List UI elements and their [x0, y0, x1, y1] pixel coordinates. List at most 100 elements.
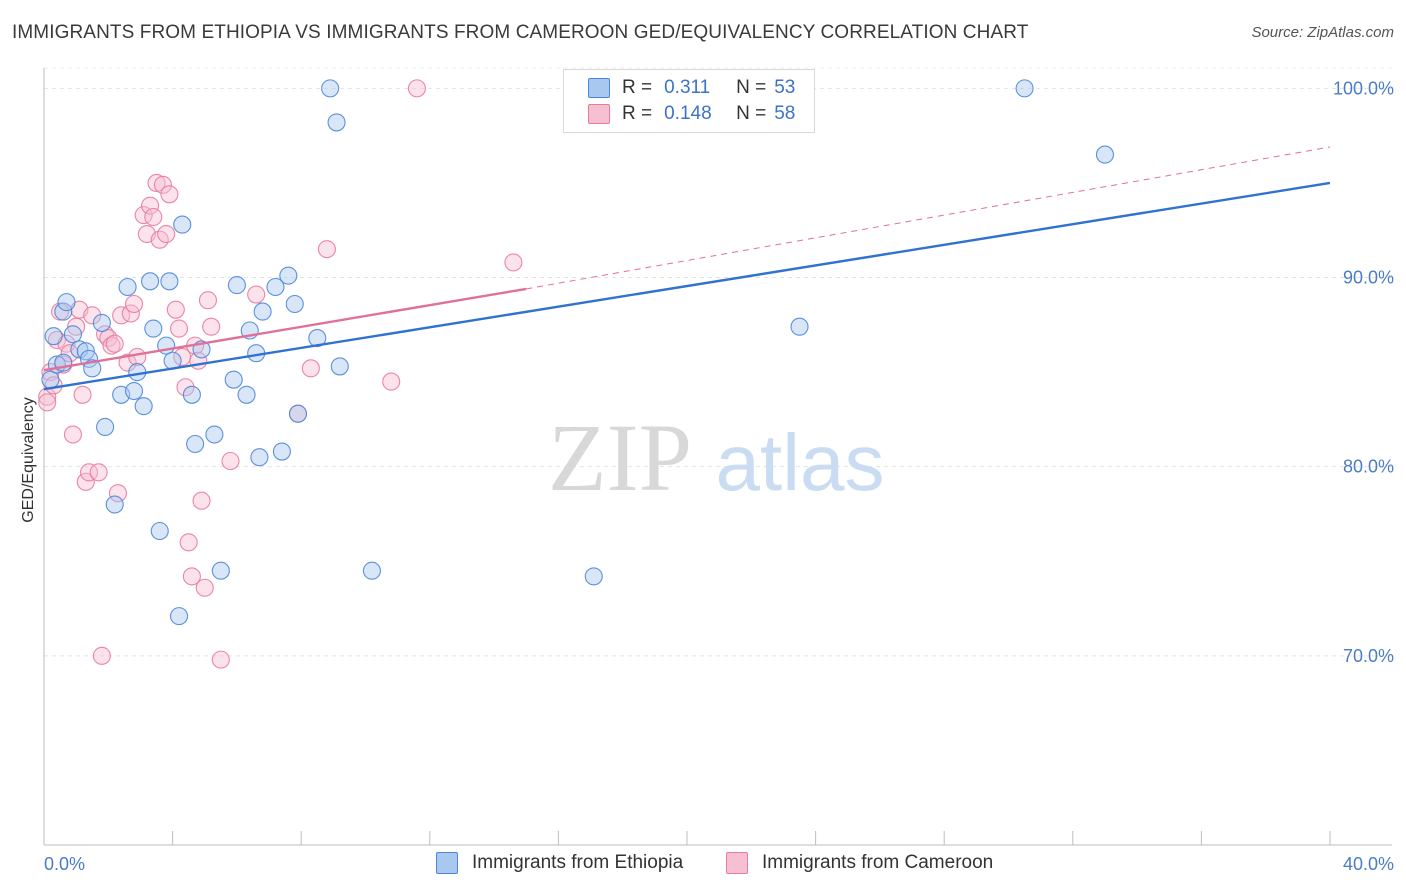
- cameroon-point: [247, 285, 266, 304]
- ethiopia-point: [266, 277, 285, 297]
- cameroon-point: [141, 196, 160, 215]
- y-tick-label: 70.0%: [1343, 646, 1394, 666]
- cameroon-point: [202, 317, 221, 336]
- ethiopia-point: [44, 327, 63, 346]
- x-tick-label: 0.0%: [44, 854, 85, 874]
- r-label: R =: [622, 103, 653, 124]
- cameroon-point: [166, 300, 185, 319]
- y-tick-label: 90.0%: [1343, 268, 1394, 288]
- cameroon-point: [38, 393, 57, 412]
- cameroon-point: [195, 578, 214, 597]
- cameroon-point: [179, 533, 198, 552]
- ethiopia-point: [124, 381, 144, 401]
- cameroon-point: [105, 334, 124, 353]
- ethiopia-swatch: [588, 78, 610, 98]
- ethiopia-point: [327, 113, 346, 132]
- n-label: N =: [736, 103, 767, 124]
- y-tick-label: 80.0%: [1343, 457, 1394, 477]
- cameroon-point: [118, 353, 137, 372]
- cameroon-point: [79, 463, 99, 482]
- cameroon-trendline: [43, 287, 527, 372]
- ethiopia-point: [250, 448, 269, 467]
- n-value: 58: [774, 103, 796, 124]
- ethiopia-point: [150, 521, 169, 541]
- ethiopia-point: [54, 302, 73, 321]
- watermark-atlas: atlas: [716, 418, 885, 507]
- ethiopia-point: [41, 370, 60, 389]
- ethiopia-point: [144, 319, 163, 338]
- legend-row-ethiopia: R = 0.311 N = 53: [588, 75, 795, 101]
- ethiopia-point: [227, 276, 246, 295]
- x-tick-label: 40.0%: [1343, 854, 1394, 874]
- cameroon-point: [108, 484, 127, 503]
- ethiopia-point: [1095, 145, 1114, 164]
- ethiopia-point: [83, 359, 102, 378]
- ethiopia-point: [134, 397, 153, 416]
- cameroon-point: [504, 253, 523, 272]
- correlation-legend: R = 0.311 N = 53 R = 0.148 N = 58: [563, 69, 815, 133]
- ethiopia-point: [169, 607, 189, 626]
- n-value: 53: [774, 77, 796, 98]
- ethiopia-point: [1015, 79, 1034, 98]
- cameroon-point: [63, 425, 82, 444]
- trendlines: [43, 146, 1331, 391]
- ethiopia-point: [105, 495, 124, 514]
- ethiopia-trendline: [43, 181, 1331, 391]
- cameroon-point: [192, 491, 211, 510]
- r-label: R =: [622, 77, 653, 98]
- ethiopia-point: [160, 272, 179, 291]
- ethiopia-point: [321, 79, 340, 98]
- cameroon-point: [157, 224, 176, 244]
- ethiopia-point: [186, 434, 205, 454]
- y-tick-label: 100.0%: [1333, 78, 1394, 98]
- ethiopia-point: [272, 442, 291, 461]
- cameroon-point: [124, 294, 144, 314]
- ethiopia-point: [790, 317, 809, 336]
- ethiopia-point: [584, 567, 603, 586]
- cameroon-point: [121, 304, 140, 323]
- legend-item-ethiopia: Immigrants from Ethiopia: [436, 852, 683, 874]
- cameroon-point: [60, 344, 79, 363]
- chart-title: IMMIGRANTS FROM ETHIOPIA VS IMMIGRANTS F…: [12, 22, 1029, 43]
- ethiopia-point: [92, 313, 111, 332]
- cameroon-points: [38, 79, 523, 669]
- cameroon-swatch: [588, 104, 610, 124]
- axis-labels: 70.0% 80.0% 90.0% 100.0% 0.0% 40.0% GED/Equiva…: [20, 78, 1394, 874]
- cameroon-point: [169, 319, 189, 338]
- cameroon-point: [160, 185, 179, 204]
- ethiopia-point: [330, 357, 349, 376]
- ethiopia-point: [308, 329, 327, 348]
- watermark: ZIP atlas: [548, 404, 884, 511]
- legend-label-cameroon: Immigrants from Cameroon: [762, 852, 994, 873]
- cameroon-point: [407, 79, 426, 98]
- n-label: N =: [736, 77, 767, 98]
- ethiopia-point: [182, 385, 201, 404]
- cameroon-point: [301, 359, 320, 378]
- legend-item-cameroon: Immigrants from Cameroon: [726, 852, 993, 874]
- cameroon-point: [198, 291, 218, 310]
- ethiopia-point: [96, 417, 115, 437]
- cameroon-point: [382, 372, 401, 391]
- cameroon-point: [128, 347, 147, 367]
- ethiopia-point: [237, 385, 256, 404]
- ethiopia-point: [253, 302, 272, 321]
- legend-label-ethiopia: Immigrants from Ethiopia: [472, 852, 684, 873]
- cameroon-point: [153, 175, 173, 194]
- ethiopia-point: [63, 325, 82, 344]
- ethiopia-point: [279, 266, 298, 285]
- series-legend: Immigrants from Ethiopia Immigrants from…: [0, 852, 1406, 878]
- cameroon-point: [182, 567, 201, 586]
- ethiopia-points: [41, 79, 1114, 626]
- cameroon-legend-swatch: [726, 852, 748, 874]
- ethiopia-point: [173, 215, 192, 234]
- ethiopia-point: [288, 404, 308, 423]
- cameroon-point: [147, 173, 166, 193]
- r-value: 0.148: [664, 103, 712, 124]
- cameroon-point: [76, 472, 95, 491]
- cameroon-point: [83, 306, 102, 325]
- ethiopia-point: [285, 294, 304, 314]
- ethiopia-point: [70, 340, 89, 359]
- r-value: 0.311: [664, 77, 711, 98]
- grid-lines: [44, 67, 1392, 657]
